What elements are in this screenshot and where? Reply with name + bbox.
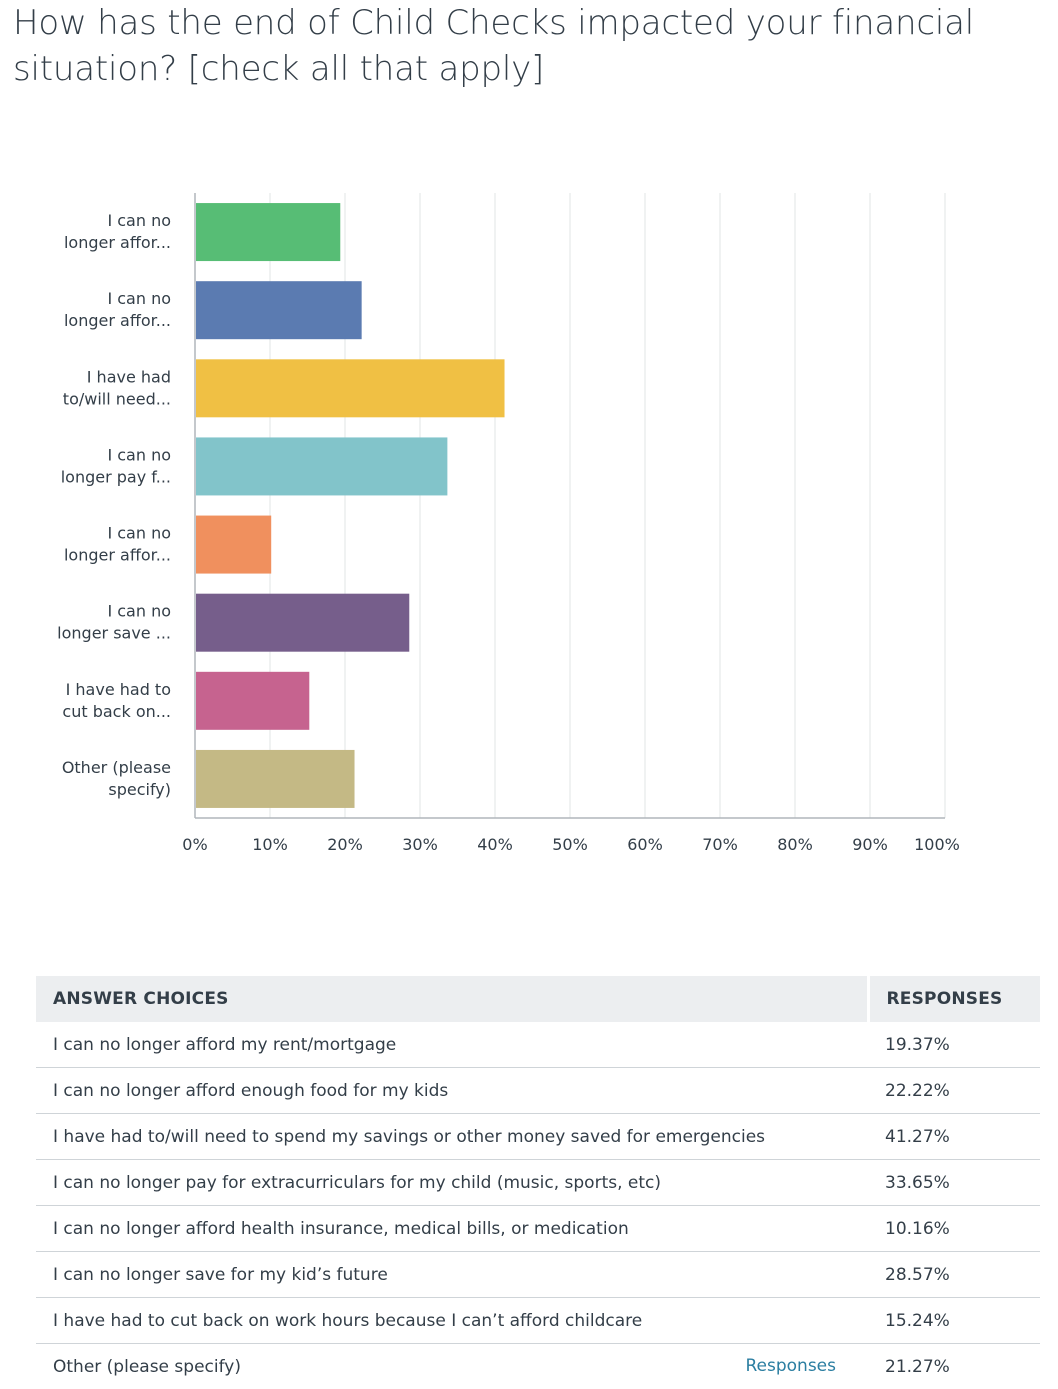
category-label: cut back on...	[62, 702, 171, 721]
category-label: I can no	[107, 602, 171, 621]
category-label: I can no	[107, 445, 171, 464]
bar	[196, 750, 355, 808]
answer-choices-header: ANSWER CHOICES	[36, 976, 868, 1022]
category-label: specify)	[108, 780, 171, 799]
table-row: Other (please specify) Responses 21.27%	[36, 1344, 1040, 1389]
answer-choice-text: I can no longer afford my rent/mortgage	[53, 1035, 396, 1055]
answer-choice-text: I have had to cut back on work hours bec…	[53, 1311, 642, 1331]
category-label: longer pay f...	[61, 467, 171, 486]
table-row: I can no longer save for my kid’s future…	[36, 1252, 1040, 1298]
answer-choice-text: I have had to/will need to spend my savi…	[53, 1127, 765, 1147]
answer-choice-cell: I have had to/will need to spend my savi…	[36, 1114, 868, 1160]
answer-choice-cell: I can no longer save for my kid’s future	[36, 1252, 868, 1298]
answer-choice-cell: I have had to cut back on work hours bec…	[36, 1298, 868, 1344]
answer-choice-cell: I can no longer afford enough food for m…	[36, 1068, 868, 1114]
answer-choice-text: Other (please specify)	[53, 1357, 241, 1377]
table-row: I can no longer pay for extracurriculars…	[36, 1160, 1040, 1206]
table-row: I can no longer afford health insurance,…	[36, 1206, 1040, 1252]
category-label: I can no	[107, 211, 171, 230]
category-label: I can no	[107, 289, 171, 308]
table-row: I have had to cut back on work hours bec…	[36, 1298, 1040, 1344]
category-label: Other (please	[62, 758, 171, 777]
table-row: I can no longer afford enough food for m…	[36, 1068, 1040, 1114]
answer-choice-text: I can no longer pay for extracurriculars…	[53, 1173, 661, 1193]
response-percent-cell: 19.37%	[868, 1022, 1040, 1068]
bar	[196, 672, 309, 730]
table-body: I can no longer afford my rent/mortgage 1…	[36, 1022, 1040, 1389]
x-tick-label: 100%	[914, 835, 960, 854]
x-tick-label: 70%	[702, 835, 738, 854]
bar	[196, 516, 271, 574]
responses-link[interactable]: Responses	[745, 1356, 836, 1376]
category-label: I can no	[107, 524, 171, 543]
response-percent-cell: 33.65%	[868, 1160, 1040, 1206]
category-label: longer affor...	[64, 233, 171, 252]
bar	[196, 437, 447, 495]
table-header-row: ANSWER CHOICES RESPONSES	[36, 976, 1040, 1022]
category-label: I have had to	[66, 680, 171, 699]
table-row: I have had to/will need to spend my savi…	[36, 1114, 1040, 1160]
answer-choice-text: I can no longer afford enough food for m…	[53, 1081, 448, 1101]
category-label: longer affor...	[64, 546, 171, 565]
x-tick-label: 0%	[182, 835, 207, 854]
response-percent-cell: 15.24%	[868, 1298, 1040, 1344]
results-table: ANSWER CHOICES RESPONSES I can no longer…	[36, 976, 1040, 1389]
answer-choice-cell: Other (please specify) Responses	[36, 1344, 868, 1389]
category-label: to/will need...	[63, 389, 171, 408]
response-percent-cell: 10.16%	[868, 1206, 1040, 1252]
responses-header: RESPONSES	[868, 976, 1040, 1022]
response-percent-cell: 21.27%	[868, 1344, 1040, 1389]
x-tick-label: 60%	[627, 835, 663, 854]
answer-choice-cell: I can no longer afford my rent/mortgage	[36, 1022, 868, 1068]
bar	[196, 359, 505, 417]
x-tick-label: 40%	[477, 835, 513, 854]
answer-choice-cell: I can no longer afford health insurance,…	[36, 1206, 868, 1252]
x-tick-label: 30%	[402, 835, 438, 854]
bar	[196, 281, 362, 339]
category-label: longer affor...	[64, 311, 171, 330]
x-tick-label: 80%	[777, 835, 813, 854]
response-percent-cell: 28.57%	[868, 1252, 1040, 1298]
x-tick-label: 90%	[852, 835, 888, 854]
results-table-container: ANSWER CHOICES RESPONSES I can no longer…	[36, 976, 1040, 1389]
x-tick-label: 50%	[552, 835, 588, 854]
bar	[196, 203, 340, 261]
x-tick-label: 20%	[327, 835, 363, 854]
answer-choice-text: I can no longer afford health insurance,…	[53, 1219, 629, 1239]
response-percent-cell: 22.22%	[868, 1068, 1040, 1114]
answer-choice-text: I can no longer save for my kid’s future	[53, 1265, 388, 1285]
category-label: I have had	[87, 367, 171, 386]
category-label: longer save ...	[57, 624, 171, 643]
table-row: I can no longer afford my rent/mortgage 1…	[36, 1022, 1040, 1068]
answer-choice-cell: I can no longer pay for extracurriculars…	[36, 1160, 868, 1206]
response-percent-cell: 41.27%	[868, 1114, 1040, 1160]
bar-chart: I can no longer affor... I can no longer af…	[0, 0, 1058, 880]
x-tick-label: 10%	[252, 835, 288, 854]
bar	[196, 594, 409, 652]
